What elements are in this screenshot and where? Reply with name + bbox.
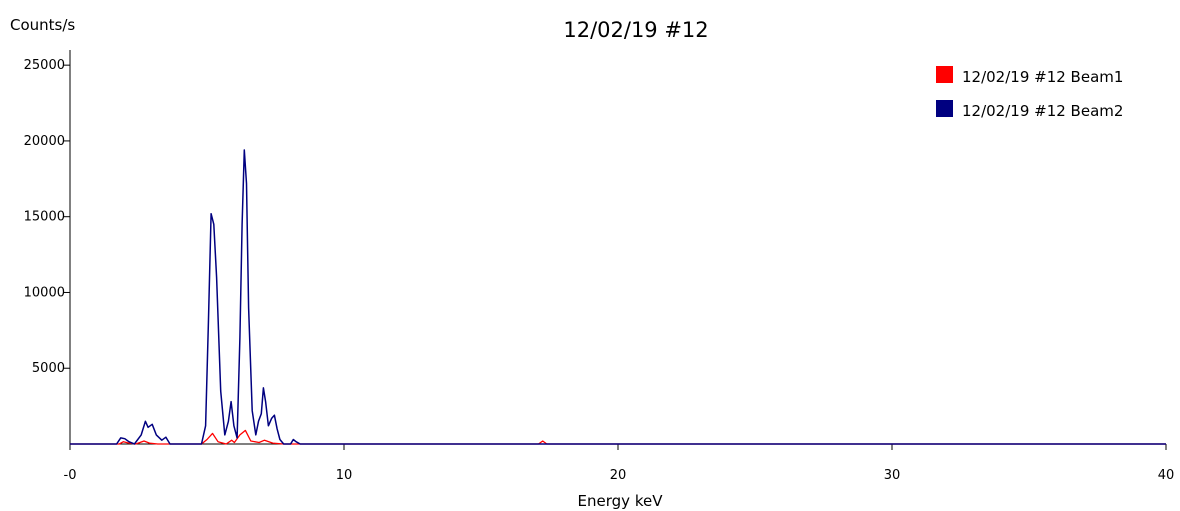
series-line-beam2 [70, 149, 1166, 445]
legend-swatch [936, 100, 953, 117]
legend-label: 12/02/19 #12 Beam1 [962, 68, 1123, 86]
legend-swatch [936, 66, 953, 83]
y-axis-ticks: 5000 10000 15000 20000 25000 [24, 58, 70, 376]
series-line-beam1 [70, 429, 1166, 445]
x-axis-ticks: -0 10 20 30 40 [64, 444, 1175, 483]
x-tick-label: 10 [336, 468, 353, 483]
x-axis-title: Energy keV [578, 492, 664, 510]
y-tick-label: 25000 [24, 58, 65, 73]
x-tick-label: 30 [884, 468, 901, 483]
y-tick-label: 20000 [24, 134, 65, 149]
y-tick-label: 15000 [24, 210, 65, 225]
x-tick-label: -0 [64, 468, 77, 483]
legend: 12/02/19 #12 Beam1 12/02/19 #12 Beam2 [936, 66, 1123, 120]
chart-title: 12/02/19 #12 [563, 18, 708, 42]
legend-label: 12/02/19 #12 Beam2 [962, 102, 1123, 120]
y-tick-label: 5000 [32, 361, 65, 376]
y-tick-label: 10000 [24, 285, 65, 300]
y-axis-title: Counts/s [10, 16, 75, 34]
x-tick-label: 20 [610, 468, 627, 483]
x-tick-label: 40 [1158, 468, 1175, 483]
series-layer [70, 149, 1166, 445]
